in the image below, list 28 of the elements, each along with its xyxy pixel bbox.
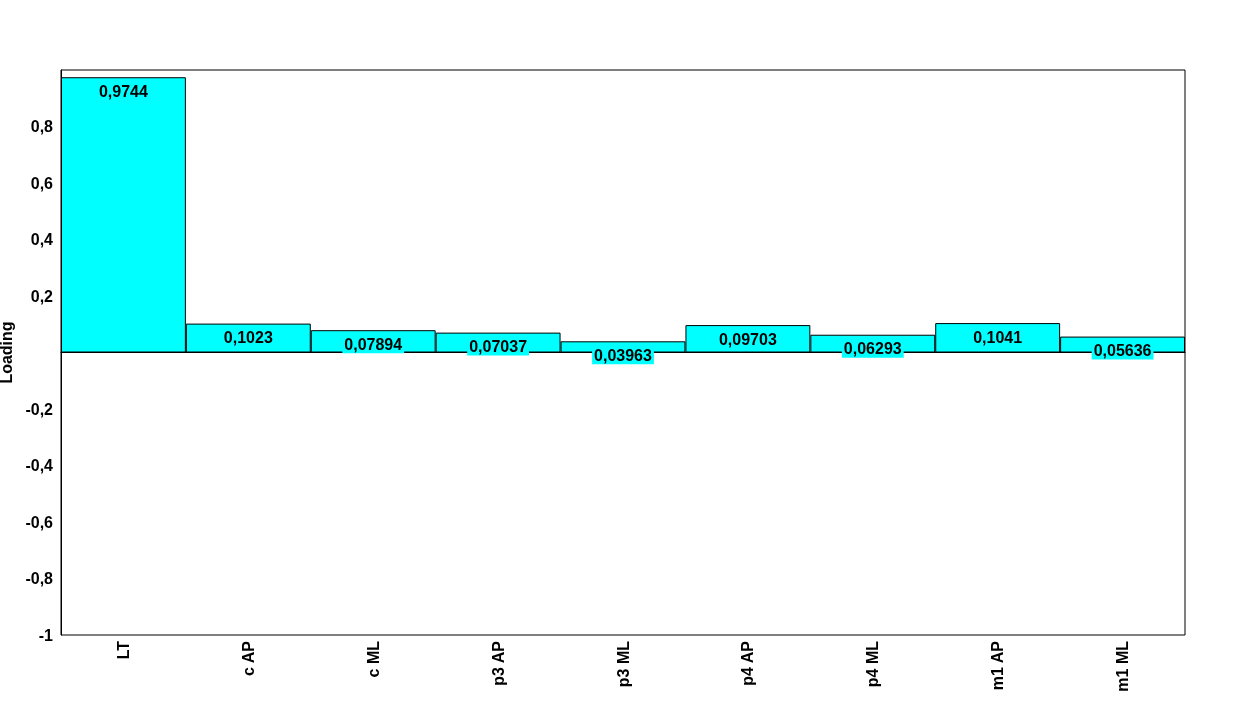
y-axis-title: Loading bbox=[0, 321, 16, 384]
y-tick-label: 0,8 bbox=[30, 118, 54, 135]
data-label: 0,07037 bbox=[469, 338, 528, 356]
y-tick-label: -0,8 bbox=[25, 570, 54, 587]
data-label: 0,1041 bbox=[973, 328, 1023, 346]
y-tick-label: 0,4 bbox=[30, 231, 54, 248]
x-tick-label: m1 AP bbox=[989, 640, 1007, 691]
y-tick-label: -1 bbox=[38, 626, 54, 644]
data-label: 0,03963 bbox=[594, 346, 653, 364]
x-tick-label: p3 AP bbox=[489, 640, 507, 686]
x-tick-label: LT bbox=[114, 640, 132, 660]
y-tick-label: -0,2 bbox=[25, 400, 54, 418]
y-tick-label: -0,4 bbox=[25, 457, 54, 474]
x-tick-label: c AP bbox=[239, 640, 257, 676]
y-tick-label: 0,2 bbox=[30, 287, 54, 305]
x-tick-label: m1 ML bbox=[1114, 640, 1132, 692]
x-tick-label: c ML bbox=[364, 640, 382, 678]
y-tick-label: -0,6 bbox=[25, 513, 54, 531]
x-tick-label: p4 ML bbox=[864, 640, 882, 688]
data-label: 0,06293 bbox=[843, 340, 902, 358]
y-tick-label: 0,6 bbox=[30, 174, 54, 192]
data-label: 0,1023 bbox=[223, 329, 273, 347]
x-tick-label: p3 ML bbox=[614, 640, 632, 688]
data-label: 0,09703 bbox=[718, 330, 777, 348]
x-tick-label: p4 AP bbox=[739, 640, 757, 686]
data-label: 0,05636 bbox=[1093, 342, 1152, 360]
data-label: 0,07894 bbox=[344, 335, 403, 353]
data-label: 0,9744 bbox=[98, 82, 149, 100]
